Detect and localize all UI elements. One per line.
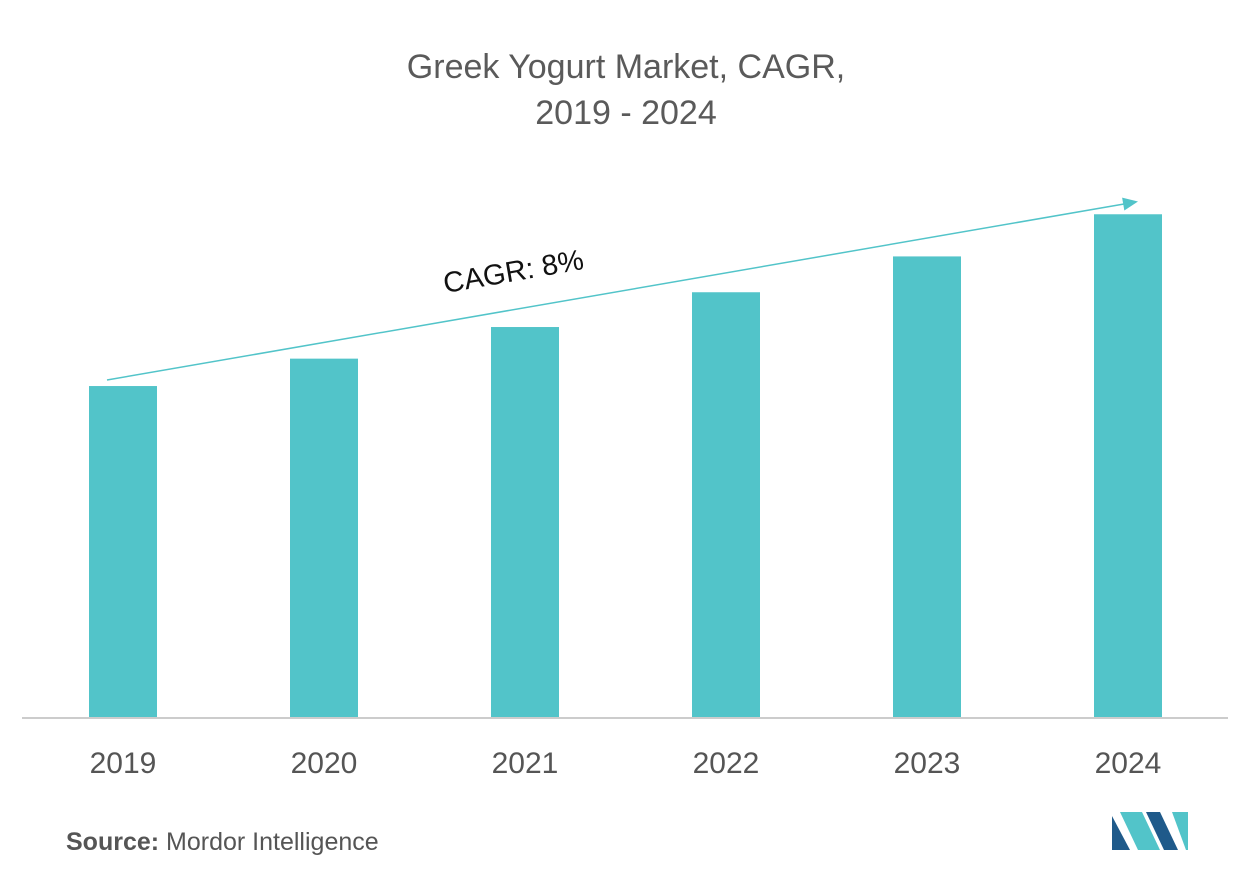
source-label: Source: <box>66 828 160 856</box>
x-tick-label-2024: 2024 <box>1095 747 1162 780</box>
mordor-intelligence-logo-icon <box>1112 812 1188 850</box>
source-note: Source: Mordor Intelligence <box>66 828 379 857</box>
x-tick-label-2019: 2019 <box>90 747 157 780</box>
cagr-arrow: CAGR: 8% <box>106 197 1138 381</box>
x-tick-label-2020: 2020 <box>291 747 358 780</box>
cagr-arrow-line <box>106 203 1125 381</box>
x-tick-label-2022: 2022 <box>693 747 760 780</box>
source-text: Mordor Intelligence <box>166 828 379 856</box>
x-tick-labels: 2019 2020 2021 2022 2023 2024 <box>90 747 1162 780</box>
bar-2021 <box>491 327 559 718</box>
bar-2024 <box>1094 214 1162 718</box>
cagr-annotation: CAGR: 8% <box>441 244 586 300</box>
chart-title: Greek Yogurt Market, CAGR, 2019 - 2024 <box>0 44 1252 136</box>
bar-2022 <box>692 292 760 718</box>
bars-group <box>89 214 1162 718</box>
chart-title-line1: Greek Yogurt Market, CAGR, <box>406 48 846 86</box>
x-tick-label-2021: 2021 <box>492 747 559 780</box>
bar-2019 <box>89 386 157 718</box>
bar-2020 <box>290 358 358 718</box>
cagr-arrow-head <box>1122 197 1138 211</box>
chart-title-line2: 2019 - 2024 <box>535 94 717 132</box>
x-tick-label-2023: 2023 <box>894 747 961 780</box>
bar-2023 <box>893 256 961 718</box>
